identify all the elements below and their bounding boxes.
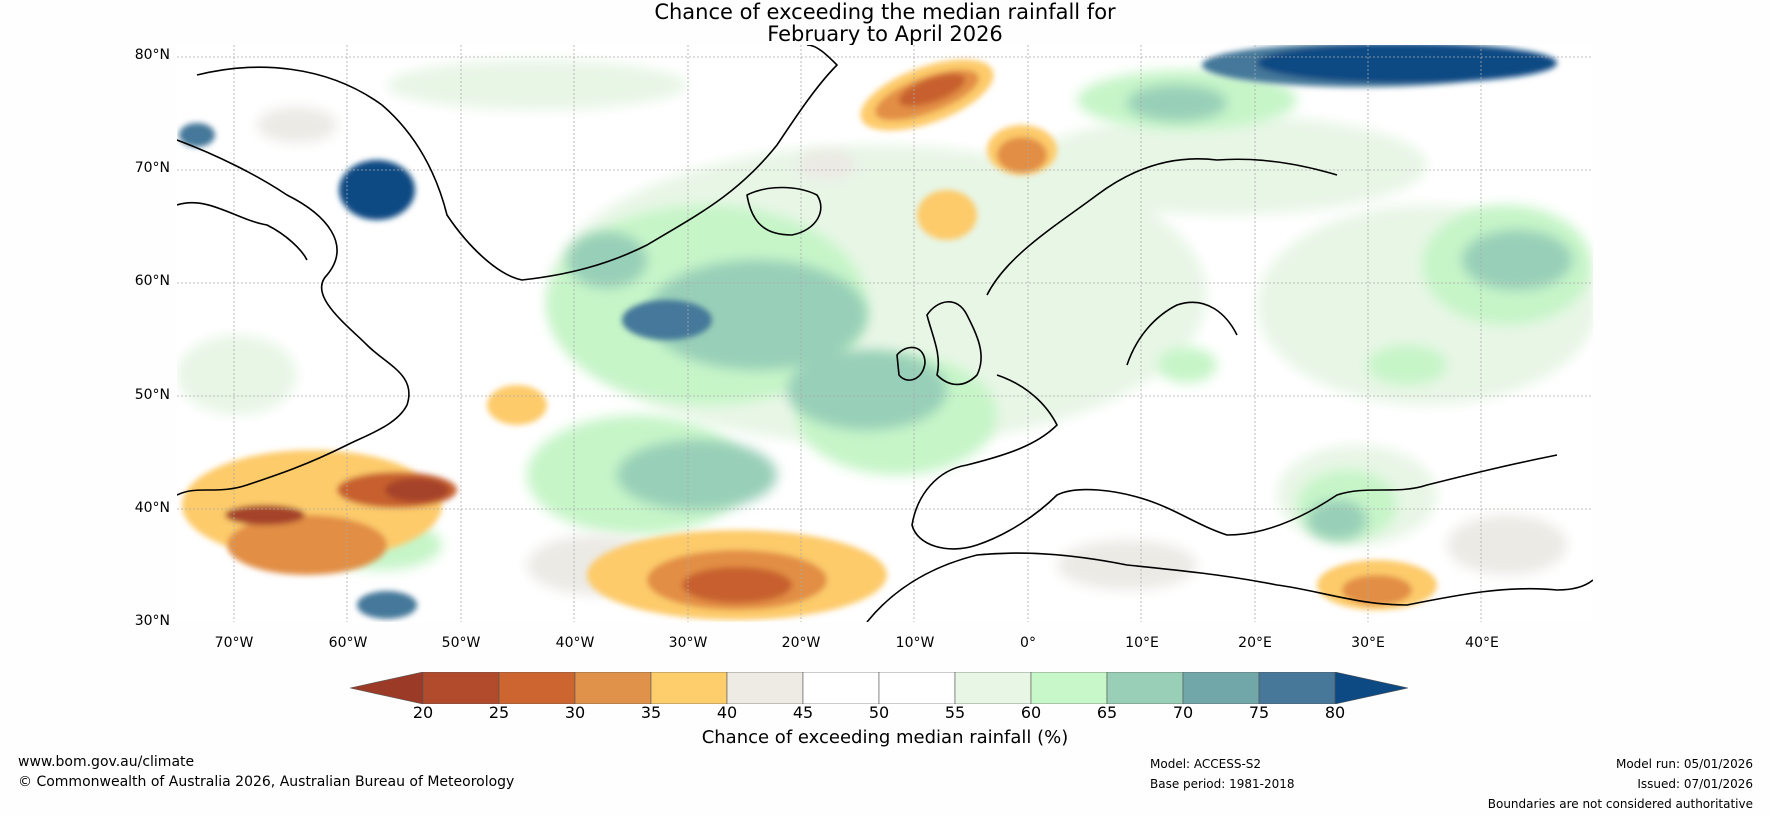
colorbar-tick-label: 50	[868, 703, 890, 722]
lon-label-30w: 30°W	[668, 635, 708, 651]
graticule	[177, 45, 1593, 622]
ireland-coast	[896, 346, 926, 381]
lon-label-30e: 30°E	[1351, 635, 1385, 651]
lat-label-60n: 60°N	[134, 273, 170, 289]
colorbar-tick-label: 20	[412, 703, 434, 722]
lon-label-10w: 10°W	[895, 635, 935, 651]
colorbar-label: Chance of exceeding median rainfall (%)	[701, 727, 1069, 748]
colorbar-cell	[878, 672, 956, 704]
lat-label-70n: 70°N	[134, 160, 170, 176]
issued-date: Issued: 07/01/2026	[1637, 777, 1753, 791]
greenland-coast	[196, 45, 838, 281]
colorbar-cell	[422, 672, 500, 704]
base-period: Base period: 1981-2018	[1150, 777, 1295, 791]
colorbar-extension-high	[1334, 672, 1409, 704]
lon-label-50w: 50°W	[441, 635, 481, 651]
lon-label-0: 0°	[1020, 635, 1036, 651]
colorbar-tick-label: 65	[1096, 703, 1118, 722]
colorbar-tick-label: 80	[1324, 703, 1346, 722]
colorbar-cell	[802, 672, 880, 704]
lat-label-80n: 80°N	[134, 47, 170, 63]
colorbar-cell	[954, 672, 1032, 704]
british-isles-coast	[926, 301, 982, 386]
model-name: Model: ACCESS-S2	[1150, 757, 1262, 771]
colorbar	[350, 672, 1409, 704]
colorbar-cell	[1182, 672, 1260, 704]
map-title-line1: Chance of exceeding the median rainfall …	[654, 0, 1116, 24]
europe-coast	[911, 374, 1558, 550]
baffin-coast	[177, 201, 308, 261]
model-run-date: Model run: 05/01/2026	[1615, 757, 1753, 771]
colorbar-tick-label: 30	[564, 703, 586, 722]
colorbar-cell	[1106, 672, 1184, 704]
colorbar-cell	[498, 672, 576, 704]
boundaries-disclaimer: Boundaries are not considered authoritat…	[1487, 797, 1753, 811]
colorbar-extension-low	[350, 672, 424, 704]
copyright-notice: © Commonwealth of Australia 2026, Austra…	[18, 774, 515, 790]
lon-label-70w: 70°W	[214, 635, 254, 651]
colorbar-tick-label: 75	[1248, 703, 1270, 722]
map-title-line2: February to April 2026	[767, 22, 1003, 46]
colorbar-cell	[1258, 672, 1336, 704]
north-africa-coast	[866, 552, 1593, 622]
colorbar-tick-label: 35	[640, 703, 662, 722]
coastlines	[177, 45, 1593, 622]
dry-orange-regions	[182, 59, 1437, 620]
teal-regions	[567, 85, 1572, 540]
colorbar-tick-label: 40	[716, 703, 738, 722]
colorbar-tick-label: 70	[1172, 703, 1194, 722]
lat-label-40n: 40°N	[134, 500, 170, 516]
iceland-coast	[746, 186, 822, 236]
blue-regions	[179, 45, 1557, 619]
lon-label-40w: 40°W	[555, 635, 595, 651]
rainfall-probability-map	[177, 45, 1593, 622]
lon-label-60w: 60°W	[328, 635, 368, 651]
colorbar-tick-label: 25	[488, 703, 510, 722]
lon-label-20w: 20°W	[781, 635, 821, 651]
norway-coast	[986, 157, 1338, 296]
lat-label-30n: 30°N	[134, 613, 170, 629]
north-america-coast	[177, 139, 410, 496]
colorbar-cell	[650, 672, 728, 704]
lon-label-10e: 10°E	[1125, 635, 1159, 651]
website-url: www.bom.gov.au/climate	[18, 754, 195, 770]
scandinavia-coast	[1126, 301, 1238, 366]
colorbar-tick-label: 60	[1020, 703, 1042, 722]
colorbar-tick-label: 45	[792, 703, 814, 722]
lon-label-20e: 20°E	[1238, 635, 1272, 651]
lon-label-40e: 40°E	[1465, 635, 1499, 651]
colorbar-tick-label: 55	[944, 703, 966, 722]
colorbar-cell	[1030, 672, 1108, 704]
colorbar-cell	[574, 672, 652, 704]
lat-label-50n: 50°N	[134, 387, 170, 403]
colorbar-cell	[726, 672, 804, 704]
